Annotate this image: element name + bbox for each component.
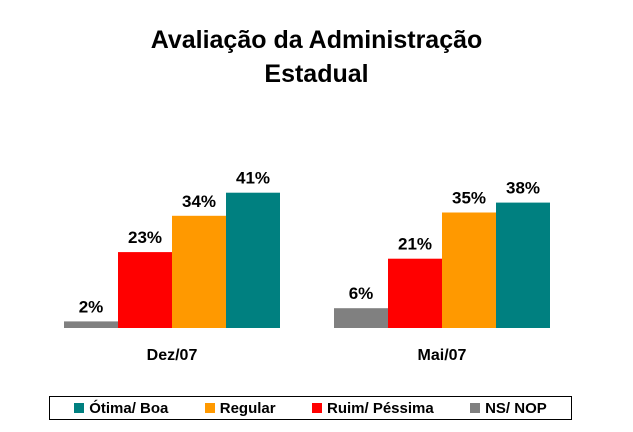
- data-label-regular-mai-07: 35%: [452, 189, 486, 208]
- legend-label-otima-boa: Ótima/ Boa: [89, 399, 169, 417]
- data-label-otima-boa-mai-07: 38%: [506, 179, 540, 198]
- bar-otima-boa-dez-07: [226, 192, 280, 328]
- legend-label-ns-nop: NS/ NOP: [485, 399, 547, 417]
- bar-otima-boa-mai-07: [496, 202, 550, 328]
- legend-item-ruim-pessima: Ruim/ Péssima: [311, 399, 434, 417]
- legend-item-ns-nop: NS/ NOP: [470, 400, 547, 417]
- legend-label-regular: Regular: [219, 399, 276, 417]
- bar-ns-nop-dez-07: [64, 321, 118, 328]
- legend-label-ruim-pessima: Ruim/ Péssima: [326, 399, 434, 417]
- category-label-mai-07: Mai/07: [418, 347, 467, 364]
- data-label-ruim-pessima-dez-07: 23%: [128, 228, 162, 247]
- legend-swatch-ns-nop: [470, 403, 481, 413]
- bar-ns-nop-mai-07: [334, 308, 388, 328]
- legend-item-regular: Regular: [204, 399, 276, 417]
- data-label-ruim-pessima-mai-07: 21%: [398, 235, 432, 254]
- legend-swatch-regular: [204, 403, 215, 413]
- legend-swatch-ruim-pessima: [311, 403, 322, 413]
- bar-ruim-pessima-mai-07: [388, 258, 442, 328]
- bar-ruim-pessima-dez-07: [118, 252, 172, 328]
- chart-title-line-2: Estadual: [264, 60, 369, 88]
- legend-item-otima-boa: Ótima/ Boa: [74, 400, 168, 417]
- data-label-ns-nop-dez-07: 2%: [79, 297, 104, 316]
- bar-regular-dez-07: [172, 215, 226, 328]
- chart-legend: Ótima/ Boa Regular Ruim/ Péssima NS/ NOP: [49, 396, 572, 420]
- data-label-otima-boa-dez-07: 41%: [236, 169, 270, 188]
- category-label-dez-07: Dez/07: [147, 347, 198, 364]
- chart-title-line-1: Avaliação da Administração: [150, 26, 483, 54]
- legend-swatch-otima-boa: [74, 403, 85, 413]
- bar-chart: 2% 23% 34% 41% Dez/07 6% 21% 35% 38% Mai/07: [64, 169, 550, 364]
- bar-regular-mai-07: [442, 212, 496, 328]
- data-label-ns-nop-mai-07: 6%: [349, 284, 374, 303]
- data-label-regular-dez-07: 34%: [182, 192, 216, 211]
